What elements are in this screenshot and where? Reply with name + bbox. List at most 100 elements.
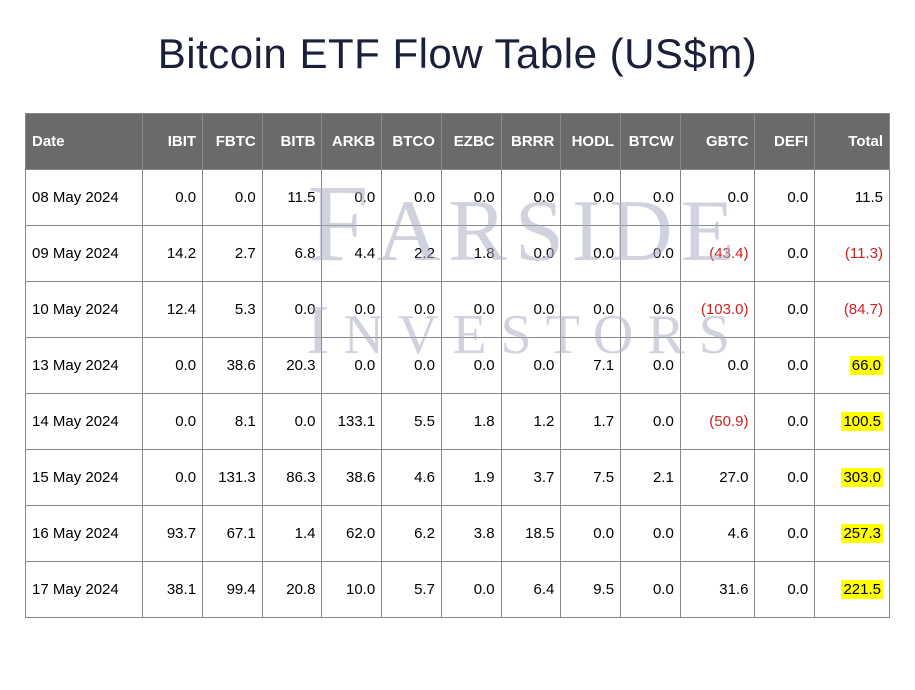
cell-value: 0.0 (382, 170, 442, 226)
cell-value: 0.0 (322, 282, 382, 338)
cell-value: 0.0 (755, 394, 815, 450)
cell-value: 5.3 (203, 282, 263, 338)
cell-value: 257.3 (815, 506, 890, 562)
cell-date: 10 May 2024 (26, 282, 143, 338)
cell-value: 0.0 (680, 170, 755, 226)
cell-value: (50.9) (680, 394, 755, 450)
cell-value: 14.2 (143, 226, 203, 282)
col-header-btco: BTCO (382, 114, 442, 170)
cell-value: 0.0 (143, 394, 203, 450)
cell-value: 2.7 (203, 226, 263, 282)
table-row: 14 May 20240.08.10.0133.15.51.81.21.70.0… (26, 394, 890, 450)
cell-value: 0.0 (262, 394, 322, 450)
cell-value: 0.0 (561, 282, 621, 338)
table-row: 10 May 202412.45.30.00.00.00.00.00.00.6(… (26, 282, 890, 338)
cell-value: 0.0 (561, 226, 621, 282)
cell-value: 6.2 (382, 506, 442, 562)
cell-value: 0.0 (143, 450, 203, 506)
cell-value: 131.3 (203, 450, 263, 506)
col-header-date: Date (26, 114, 143, 170)
cell-value: (11.3) (815, 226, 890, 282)
col-header-defi: DEFI (755, 114, 815, 170)
cell-value: 0.0 (441, 282, 501, 338)
cell-date: 17 May 2024 (26, 562, 143, 618)
cell-value: 0.0 (755, 562, 815, 618)
col-header-hodl: HODL (561, 114, 621, 170)
cell-value: 0.0 (143, 170, 203, 226)
col-header-ibit: IBIT (143, 114, 203, 170)
cell-value: 3.7 (501, 450, 561, 506)
etf-flow-table: DateIBITFBTCBITBARKBBTCOEZBCBRRRHODLBTCW… (25, 113, 890, 618)
cell-value: 0.0 (501, 170, 561, 226)
cell-value: 7.1 (561, 338, 621, 394)
cell-value: 0.0 (621, 394, 681, 450)
table-row: 09 May 202414.22.76.84.42.21.80.00.00.0(… (26, 226, 890, 282)
cell-value: 0.0 (501, 226, 561, 282)
cell-value: 0.0 (755, 282, 815, 338)
cell-value: 38.6 (322, 450, 382, 506)
cell-value: 0.0 (755, 226, 815, 282)
cell-value: 4.6 (680, 506, 755, 562)
cell-value: 8.1 (203, 394, 263, 450)
cell-value: 86.3 (262, 450, 322, 506)
cell-date: 15 May 2024 (26, 450, 143, 506)
cell-value: (103.0) (680, 282, 755, 338)
col-header-brrr: BRRR (501, 114, 561, 170)
cell-value: 20.3 (262, 338, 322, 394)
cell-date: 13 May 2024 (26, 338, 143, 394)
cell-value: 221.5 (815, 562, 890, 618)
cell-value: 0.0 (441, 170, 501, 226)
cell-value: 38.6 (203, 338, 263, 394)
cell-value: 31.6 (680, 562, 755, 618)
cell-value: 0.0 (382, 282, 442, 338)
cell-value: 20.8 (262, 562, 322, 618)
table-row: 13 May 20240.038.620.30.00.00.00.07.10.0… (26, 338, 890, 394)
cell-value: 0.0 (621, 562, 681, 618)
cell-value: 93.7 (143, 506, 203, 562)
cell-value: 11.5 (262, 170, 322, 226)
cell-value: 6.4 (501, 562, 561, 618)
cell-value: 11.5 (815, 170, 890, 226)
cell-value: 9.5 (561, 562, 621, 618)
cell-value: (43.4) (680, 226, 755, 282)
cell-value: 1.2 (501, 394, 561, 450)
page-title: Bitcoin ETF Flow Table (US$m) (25, 30, 890, 78)
table-container: FARSIDE INVESTORS DateIBITFBTCBITBARKBBT… (25, 113, 890, 618)
cell-value: 0.0 (621, 506, 681, 562)
cell-value: 1.8 (441, 226, 501, 282)
col-header-gbtc: GBTC (680, 114, 755, 170)
cell-value: 0.0 (143, 338, 203, 394)
cell-value: 0.0 (755, 338, 815, 394)
cell-value: 303.0 (815, 450, 890, 506)
cell-date: 16 May 2024 (26, 506, 143, 562)
cell-value: 67.1 (203, 506, 263, 562)
cell-value: (84.7) (815, 282, 890, 338)
cell-value: 0.0 (441, 338, 501, 394)
cell-value: 0.0 (501, 338, 561, 394)
col-header-fbtc: FBTC (203, 114, 263, 170)
col-header-total: Total (815, 114, 890, 170)
cell-value: 1.7 (561, 394, 621, 450)
cell-value: 0.0 (621, 226, 681, 282)
cell-value: 133.1 (322, 394, 382, 450)
cell-value: 0.0 (322, 338, 382, 394)
cell-value: 0.0 (382, 338, 442, 394)
cell-value: 0.0 (680, 338, 755, 394)
cell-value: 0.6 (621, 282, 681, 338)
table-row: 16 May 202493.767.11.462.06.23.818.50.00… (26, 506, 890, 562)
cell-value: 4.4 (322, 226, 382, 282)
cell-value: 0.0 (621, 338, 681, 394)
cell-date: 09 May 2024 (26, 226, 143, 282)
cell-value: 0.0 (203, 170, 263, 226)
cell-value: 6.8 (262, 226, 322, 282)
cell-value: 0.0 (755, 450, 815, 506)
cell-value: 27.0 (680, 450, 755, 506)
col-header-bitb: BITB (262, 114, 322, 170)
cell-value: 2.1 (621, 450, 681, 506)
cell-value: 3.8 (441, 506, 501, 562)
cell-value: 7.5 (561, 450, 621, 506)
col-header-ezbc: EZBC (441, 114, 501, 170)
cell-value: 1.4 (262, 506, 322, 562)
cell-value: 18.5 (501, 506, 561, 562)
cell-value: 0.0 (755, 170, 815, 226)
